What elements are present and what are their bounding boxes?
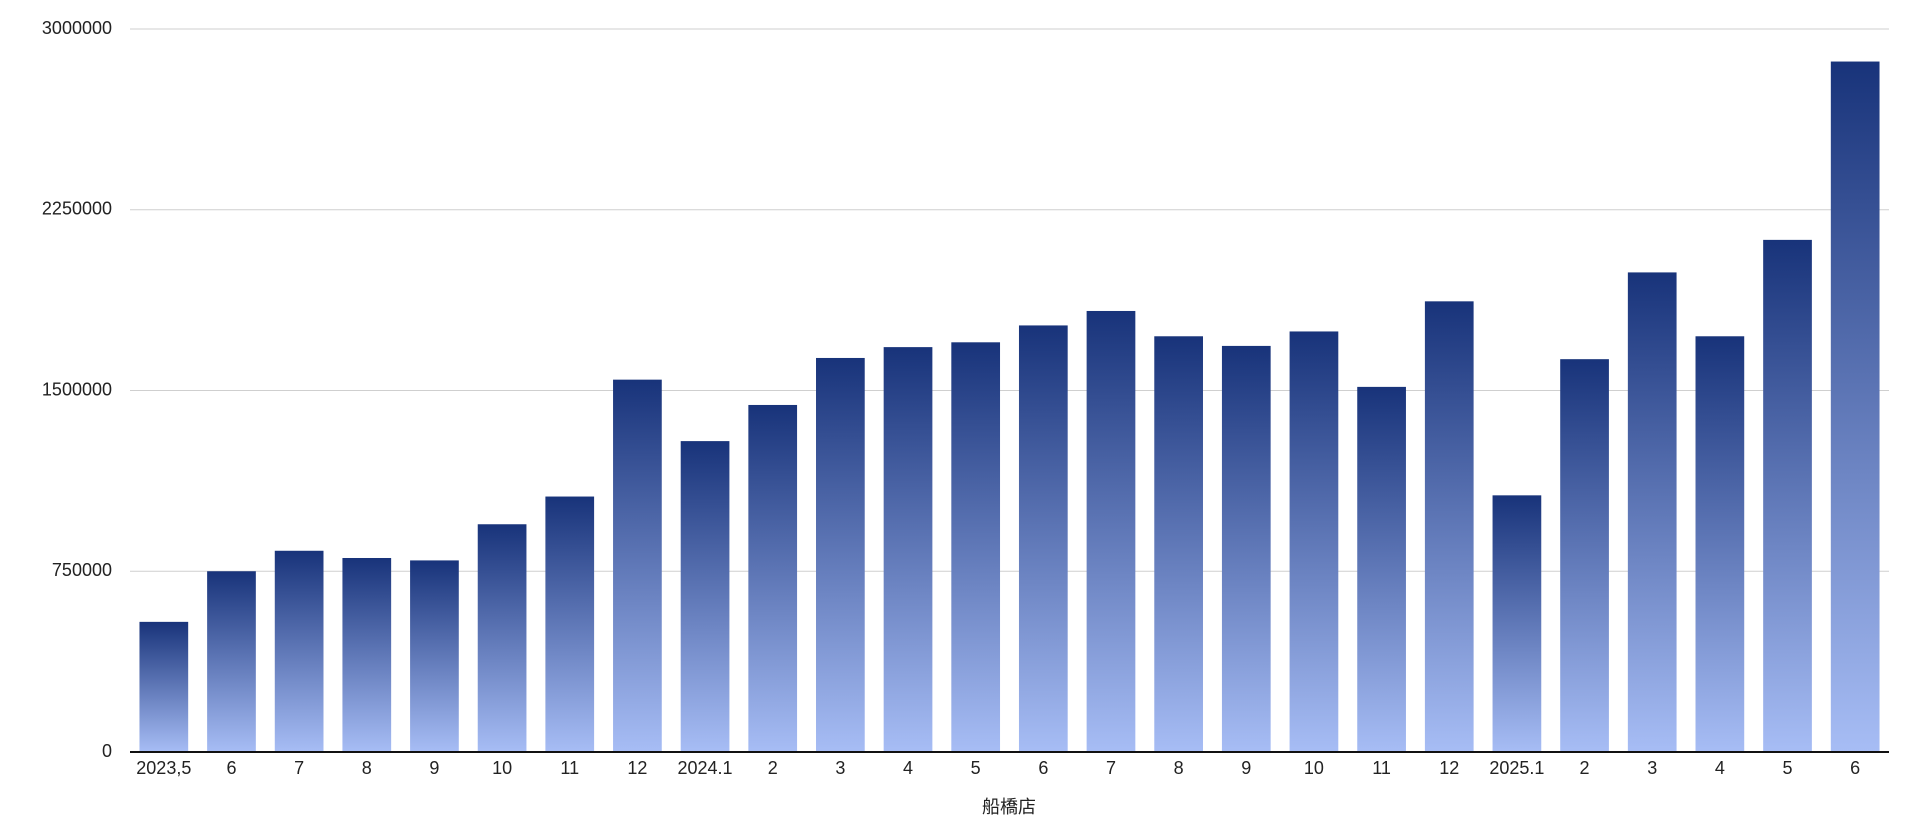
x-tick-label: 2 [1580, 758, 1590, 778]
bar [1424, 301, 1474, 752]
x-tick-label: 7 [294, 758, 304, 778]
x-tick-label: 2025.1 [1489, 758, 1544, 778]
x-axis-title: 船橋店 [982, 797, 1036, 817]
x-tick-label: 6 [1038, 758, 1048, 778]
bar [680, 441, 730, 752]
bar [1695, 336, 1745, 752]
x-tick-label: 2024.1 [678, 758, 733, 778]
y-tick-label: 750000 [52, 560, 112, 580]
bar [410, 560, 459, 752]
x-tick-label: 2 [768, 758, 778, 778]
x-tick-label: 11 [560, 758, 579, 778]
bar [1627, 272, 1677, 752]
bar [545, 496, 595, 752]
bar [748, 404, 798, 752]
x-tick-label: 4 [1715, 758, 1725, 778]
bar [1018, 325, 1068, 752]
x-tick-label: 5 [1783, 758, 1793, 778]
x-tick-label: 7 [1106, 758, 1116, 778]
x-tick-label: 9 [429, 758, 439, 778]
bar [1357, 386, 1406, 752]
bar [207, 571, 256, 752]
bar [1763, 239, 1812, 752]
x-tick-label: 11 [1372, 758, 1391, 778]
x-tick-label: 8 [362, 758, 372, 778]
y-tick-label: 3000000 [42, 18, 112, 38]
bar [816, 357, 865, 752]
bar [1492, 495, 1542, 752]
x-tick-label: 6 [1850, 758, 1860, 778]
x-tick-label: 10 [1304, 758, 1324, 778]
x-tick-label: 12 [1439, 758, 1459, 778]
bar [951, 342, 1001, 752]
x-tick-label: 5 [971, 758, 981, 778]
y-tick-label: 1500000 [42, 379, 112, 399]
bar [342, 557, 392, 752]
x-tick-label: 8 [1174, 758, 1184, 778]
x-tick-label: 9 [1241, 758, 1251, 778]
y-tick-label: 2250000 [42, 199, 112, 219]
bar [1289, 331, 1339, 752]
bar [1154, 336, 1203, 752]
y-tick-label: 0 [102, 741, 112, 761]
x-tick-label: 4 [903, 758, 913, 778]
x-tick-label: 2023,5 [136, 758, 191, 778]
x-tick-label: 3 [1647, 758, 1657, 778]
bar [1221, 345, 1271, 752]
bar [1830, 61, 1880, 753]
x-tick-label: 12 [627, 758, 647, 778]
x-tick-label: 10 [492, 758, 512, 778]
bar [883, 347, 933, 752]
bar [1560, 359, 1609, 752]
bar [1086, 310, 1136, 752]
bar [274, 550, 324, 752]
bar [139, 621, 189, 752]
x-tick-label: 3 [835, 758, 845, 778]
bar [613, 379, 662, 752]
bar [477, 524, 527, 752]
x-tick-label: 6 [226, 758, 236, 778]
